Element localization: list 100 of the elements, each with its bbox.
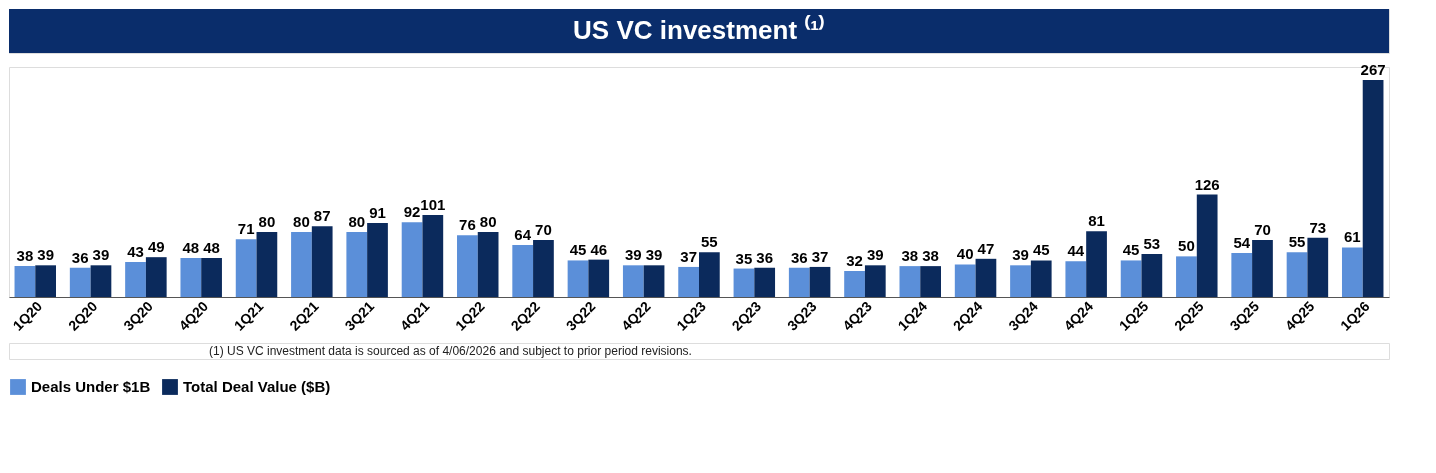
bar	[864, 265, 886, 297]
bar	[291, 231, 312, 297]
bar	[180, 257, 202, 297]
bar	[69, 267, 91, 297]
bar	[1030, 260, 1052, 297]
data-label: 47	[977, 239, 995, 257]
data-label: 45	[1122, 241, 1140, 259]
data-label: 70	[1254, 221, 1271, 239]
bar	[733, 268, 755, 297]
bar	[1176, 256, 1197, 297]
data-label: 71	[237, 220, 255, 238]
data-label: 36	[756, 248, 774, 266]
legend-label: Deals Under $1B	[31, 378, 151, 395]
bar	[1010, 265, 1031, 297]
bar	[1341, 247, 1363, 297]
bar	[477, 231, 499, 297]
bar	[1120, 260, 1142, 297]
data-label: 48	[182, 238, 200, 256]
data-label: 76	[459, 216, 476, 234]
data-label: 80	[293, 212, 310, 230]
data-label: 61	[1344, 228, 1361, 246]
bar	[1141, 253, 1163, 297]
data-label: 80	[348, 212, 366, 230]
data-label: 267	[1360, 61, 1386, 79]
bar	[1065, 261, 1087, 297]
data-label: 53	[1143, 234, 1161, 252]
data-label: 38	[922, 247, 939, 265]
data-label: 36	[790, 248, 808, 266]
bar	[1196, 194, 1218, 297]
bar	[14, 266, 36, 297]
data-label: 36	[71, 248, 89, 266]
data-label: 37	[811, 247, 829, 265]
bar	[788, 267, 810, 297]
data-label: 64	[514, 225, 532, 243]
bar	[699, 252, 720, 297]
data-label: 38	[16, 247, 34, 265]
bar	[35, 265, 57, 297]
data-label: 55	[701, 233, 718, 251]
data-label: 81	[1088, 212, 1105, 230]
data-label: 54	[1233, 234, 1251, 252]
data-label: 80	[258, 212, 276, 230]
data-label: 39	[866, 246, 884, 264]
bar	[754, 267, 776, 297]
data-label: 73	[1309, 218, 1327, 236]
data-label: 91	[369, 204, 386, 222]
bar	[125, 262, 146, 297]
bar	[512, 244, 534, 297]
bar	[533, 240, 554, 297]
bar	[975, 258, 997, 297]
data-label: 43	[127, 243, 144, 261]
bar	[367, 223, 388, 297]
data-label: 50	[1178, 237, 1195, 255]
data-label: 44	[1067, 242, 1085, 260]
bar	[346, 231, 368, 297]
bar	[90, 265, 112, 297]
data-label: 87	[313, 207, 331, 225]
bar	[567, 260, 589, 297]
bar	[588, 259, 610, 297]
bar	[844, 270, 865, 297]
data-label: 35	[735, 249, 753, 267]
data-label: 45	[1032, 241, 1050, 259]
bar	[809, 266, 831, 297]
bar	[401, 222, 423, 297]
data-label: 48	[203, 238, 220, 256]
bar	[622, 265, 644, 297]
data-label: 101	[420, 195, 446, 213]
bar	[899, 266, 921, 297]
bar	[422, 214, 444, 297]
bar	[1252, 240, 1273, 297]
data-label: 39	[92, 246, 110, 264]
bar	[678, 266, 699, 297]
data-label: 39	[624, 246, 642, 264]
bar	[145, 257, 167, 297]
data-label: 80	[479, 212, 497, 230]
chart-title: US VC investment ⁽¹⁾	[573, 14, 825, 45]
bar	[256, 231, 278, 297]
bar	[920, 266, 941, 297]
bar	[201, 257, 222, 297]
bar	[311, 226, 333, 297]
data-label: 46	[590, 240, 608, 258]
data-label: 39	[1012, 246, 1029, 264]
data-label: 39	[645, 246, 663, 264]
data-label: 126	[1194, 175, 1220, 193]
bar	[954, 264, 976, 297]
data-label: 92	[403, 203, 421, 221]
bar	[1362, 80, 1384, 297]
data-label: 70	[535, 221, 552, 239]
bar	[1086, 231, 1107, 297]
legend-label: Total Deal Value ($B)	[183, 378, 331, 395]
text: (1) US VC investment data is sourced as of 4/06/2026 and subject to prior period revisions.	[209, 344, 692, 358]
data-label: 32	[846, 251, 863, 269]
bar	[1286, 252, 1308, 297]
data-label: 49	[147, 238, 165, 256]
data-label: 39	[37, 246, 54, 264]
data-label: 40	[956, 245, 974, 263]
data-label: 37	[680, 247, 697, 265]
bar	[1231, 253, 1253, 297]
data-label: 45	[569, 241, 587, 259]
data-label: 38	[901, 247, 919, 265]
bar	[457, 235, 478, 297]
